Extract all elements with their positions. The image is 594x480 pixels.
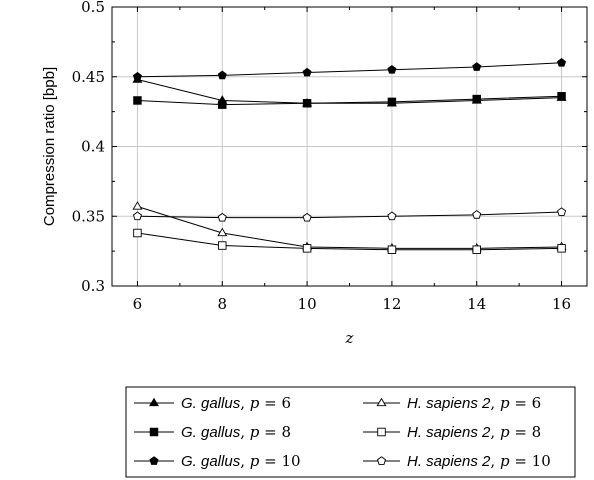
legend-param: p — [500, 423, 510, 441]
data-point — [387, 65, 397, 74]
y-tick-label: 0.4 — [81, 138, 105, 156]
legend-param: , — [240, 394, 250, 412]
legend-label: G. gallus, p = 8 — [181, 423, 291, 441]
series-line — [137, 95, 562, 106]
legend-param: p — [250, 394, 260, 412]
legend-species: H. sapiens 2 — [407, 453, 491, 470]
data-point — [217, 70, 227, 80]
data-point — [132, 71, 142, 81]
y-tick-label: 0.3 — [81, 277, 105, 295]
series-5 — [132, 58, 567, 81]
data-point — [472, 94, 481, 104]
legend-marker — [376, 456, 387, 465]
legend-entry-5: G. gallus, p = 10 — [134, 452, 301, 470]
series-4 — [133, 228, 566, 254]
series-3 — [133, 92, 566, 109]
data-point — [387, 97, 397, 107]
data-point — [302, 67, 312, 77]
legend-species: H. sapiens 2 — [407, 424, 491, 441]
legend-species: G. gallus — [181, 453, 241, 470]
legend-param: = 10 — [510, 452, 551, 470]
legend-entry-4: H. sapiens 2, p = 8 — [363, 423, 541, 441]
data-point — [133, 96, 142, 105]
data-point — [302, 99, 312, 108]
y-tick-label: 0.45 — [72, 68, 105, 86]
data-point — [472, 62, 482, 71]
legend-species: H. sapiens 2 — [407, 395, 491, 412]
legend-marker — [149, 397, 159, 407]
data-point — [302, 212, 312, 222]
legend-param: p — [500, 394, 510, 412]
series-2 — [132, 201, 567, 252]
data-point — [132, 201, 143, 210]
legend-param: , — [240, 452, 250, 470]
legend-species: G. gallus — [181, 395, 241, 412]
legend-label: G. gallus, p = 10 — [181, 452, 301, 470]
legend-label: H. sapiens 2, p = 6 — [407, 394, 541, 412]
legend-param: p — [500, 452, 510, 470]
legend-marker — [149, 456, 159, 465]
y-tick-label: 0.5 — [81, 0, 105, 16]
data-point — [217, 227, 228, 237]
x-tick-label: 6 — [133, 295, 143, 313]
legend-box — [125, 386, 576, 478]
legend-species: G. gallus — [181, 424, 241, 441]
data-point — [472, 245, 481, 254]
data-point — [302, 244, 312, 253]
legend-marker — [377, 427, 386, 437]
legend-param: , — [240, 423, 250, 441]
series-line — [137, 62, 562, 78]
legend-param: = 8 — [259, 423, 291, 441]
grid-lines — [112, 7, 587, 286]
legend: G. gallus, p = 6 H. sapiens 2, p = 6G. ga… — [125, 386, 576, 478]
series-group — [132, 58, 567, 254]
legend-param: p — [250, 423, 260, 441]
legend-label: G. gallus, p = 6 — [181, 394, 291, 412]
legend-param: = 8 — [510, 423, 542, 441]
x-tick-label: 16 — [552, 295, 571, 313]
data-point — [557, 58, 567, 67]
legend-label: H. sapiens 2, p = 8 — [407, 423, 541, 441]
data-point — [387, 245, 397, 254]
legend-param: = 6 — [510, 394, 542, 412]
series-6 — [132, 207, 567, 222]
axis-ticks: 6 8 10 12 14 16 0.3 0.35 0.4 0.45 0.5 — [72, 0, 587, 313]
series-line — [137, 206, 562, 249]
legend-param: , — [490, 452, 500, 470]
legend-param: , — [490, 394, 500, 412]
series-line — [137, 211, 562, 219]
legend-param: p — [250, 452, 260, 470]
data-point — [557, 244, 566, 253]
x-tick-label: 14 — [467, 295, 486, 313]
legend-param: = 10 — [259, 452, 300, 470]
legend-param: = 6 — [259, 394, 291, 412]
series-line — [137, 79, 562, 104]
series-line — [137, 232, 562, 251]
series-1 — [132, 74, 567, 107]
y-axis-label: Compression ratio [bpb] — [41, 67, 58, 226]
data-point — [132, 211, 142, 221]
data-point — [133, 228, 142, 238]
data-point — [217, 212, 227, 222]
data-point — [557, 207, 567, 216]
x-tick-label: 8 — [217, 295, 227, 313]
legend-param: , — [490, 423, 500, 441]
data-point — [218, 100, 227, 109]
legend-marker — [149, 427, 159, 437]
legend-entry-6: H. sapiens 2, p = 10 — [363, 452, 551, 470]
x-tick-label: 12 — [382, 295, 401, 313]
legend-label: H. sapiens 2, p = 10 — [407, 452, 551, 470]
y-tick-label: 0.35 — [72, 207, 105, 225]
legend-entry-1: G. gallus, p = 6 — [134, 394, 291, 412]
legend-marker — [376, 397, 387, 407]
legend-entry-3: G. gallus, p = 8 — [134, 423, 291, 441]
data-point — [472, 210, 482, 219]
data-point — [218, 241, 227, 250]
legend-entry-2: H. sapiens 2, p = 6 — [363, 394, 541, 412]
data-point — [557, 92, 566, 101]
x-tick-label: 10 — [298, 295, 317, 313]
x-axis-label: z — [345, 329, 354, 347]
data-point — [387, 211, 397, 221]
